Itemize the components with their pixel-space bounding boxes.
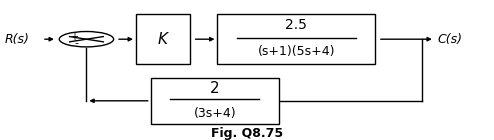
Text: Fig. Q8.75: Fig. Q8.75 [211,127,283,139]
Text: (s+1)(5s+4): (s+1)(5s+4) [258,45,335,58]
FancyBboxPatch shape [151,78,279,124]
Text: 2.5: 2.5 [286,18,307,32]
Text: R(s): R(s) [5,33,30,46]
Text: +: + [70,32,78,41]
Text: K: K [158,32,168,47]
Text: (3s+4): (3s+4) [194,107,236,120]
FancyBboxPatch shape [217,14,375,64]
Text: -: - [75,38,79,48]
Text: C(s): C(s) [437,33,462,46]
Text: 2: 2 [210,81,220,96]
FancyBboxPatch shape [136,14,190,64]
